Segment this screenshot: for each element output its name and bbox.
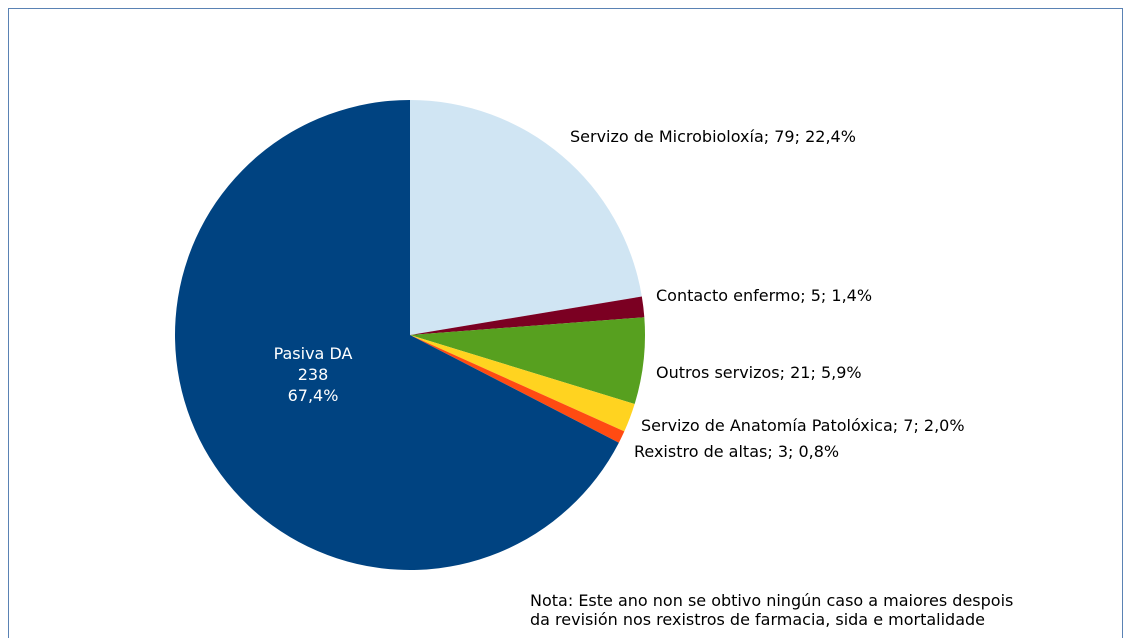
pie-slice [410,335,635,432]
data-label-line: Servizo de Anatomía Patolóxica; 7; 2,0% [641,416,965,435]
data-label-line: Pasiva DA [274,344,353,363]
data-label: Servizo de Microbioloxía; 79; 22,4% [570,127,856,146]
pie-slice [410,296,645,335]
pie-slice [410,100,642,335]
pie-slice [175,100,619,570]
data-label-line: Outros servizos; 21; 5,9% [656,363,862,382]
note: Nota: Este ano non se obtivo ningún caso… [530,591,1013,610]
data-label: Outros servizos; 21; 5,9% [656,363,862,382]
data-label-line: Contacto enfermo; 5; 1,4% [656,286,872,305]
data-label-line: Rexistro de altas; 3; 0,8% [634,442,839,461]
data-label-line: 67,4% [288,386,339,405]
frame [8,8,1123,638]
data-label: Contacto enfermo; 5; 1,4% [656,286,872,305]
pie-slice [410,317,646,405]
data-label: Pasiva DA 238 67,4% [274,344,353,405]
note: da revisión nos rexistros de farmacia, s… [530,610,985,629]
data-label: Servizo de Anatomía Patolóxica; 7; 2,0% [641,416,965,435]
pie-slice [410,335,625,443]
data-label: Rexistro de altas; 3; 0,8% [634,442,839,461]
data-label-line: Servizo de Microbioloxía; 79; 22,4% [570,127,856,146]
data-label-line: 238 [298,365,329,384]
